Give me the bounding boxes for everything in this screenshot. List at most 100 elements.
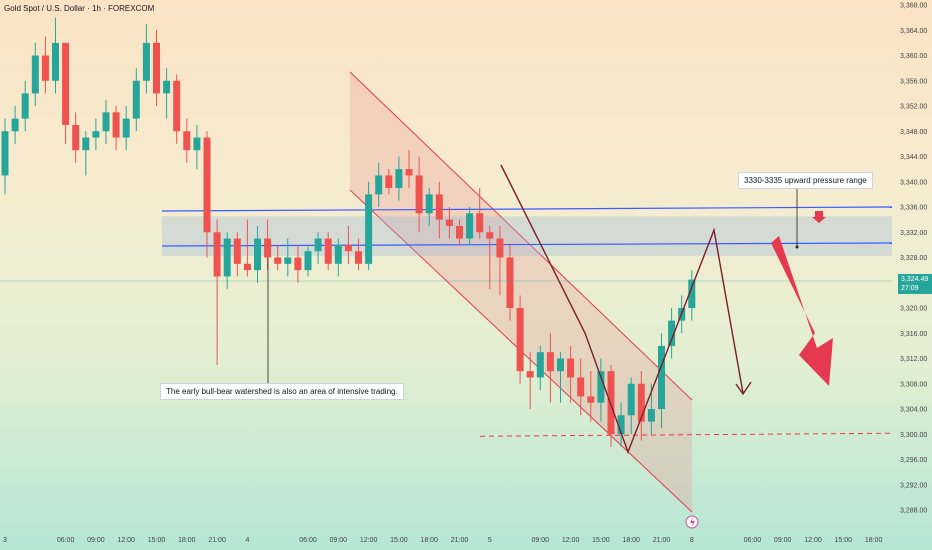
time-tick-label: 18:00 bbox=[420, 537, 438, 544]
candle-body bbox=[607, 371, 615, 435]
candle-body bbox=[233, 238, 241, 264]
price-tick-label: 3,288.00 bbox=[900, 508, 927, 515]
overlay-group bbox=[0, 164, 893, 529]
candle-body bbox=[122, 118, 130, 138]
price-tick-label: 3,300.00 bbox=[900, 432, 927, 439]
price-tick-label: 3,364.00 bbox=[900, 28, 927, 35]
candle-body bbox=[496, 238, 504, 258]
time-tick-label: 09:00 bbox=[87, 537, 105, 544]
pressure-band-bottom-line bbox=[161, 242, 893, 247]
price-tick-label: 3,304.00 bbox=[900, 407, 927, 414]
candle-body bbox=[557, 358, 564, 372]
time-tick-label: 18:00 bbox=[865, 537, 883, 544]
time-tick-label: 21:00 bbox=[653, 537, 671, 544]
time-tick-label: 12:00 bbox=[562, 537, 580, 544]
lightning-bolt bbox=[690, 517, 695, 528]
time-tick-label: 4 bbox=[245, 537, 249, 544]
time-tick-label: 06:00 bbox=[299, 537, 317, 544]
candle-body bbox=[425, 194, 433, 214]
candle-body bbox=[132, 80, 140, 119]
time-tick-label: 5 bbox=[488, 537, 492, 544]
projection-path bbox=[500, 164, 744, 454]
time-tick-label: 18:00 bbox=[622, 537, 640, 544]
channel-group bbox=[349, 71, 693, 513]
candle-body bbox=[163, 80, 171, 94]
time-tick-label: 06:00 bbox=[57, 537, 75, 544]
candle-body bbox=[658, 345, 665, 409]
candle-body bbox=[52, 42, 59, 81]
time-tick-label: 12:00 bbox=[117, 537, 135, 544]
candle-body bbox=[567, 358, 575, 378]
candle-body bbox=[142, 42, 150, 81]
support-dashed-line bbox=[479, 432, 893, 437]
pressure-band-top-line bbox=[161, 206, 893, 212]
price-tick-label: 3,292.00 bbox=[900, 482, 927, 489]
candle-body bbox=[435, 194, 443, 220]
pressure-band-fill bbox=[162, 216, 892, 256]
price-tick-label: 3,340.00 bbox=[900, 179, 927, 186]
candle-body bbox=[1, 131, 9, 176]
candle-body bbox=[82, 137, 90, 151]
candle-body bbox=[223, 238, 231, 277]
candle-body bbox=[243, 263, 251, 271]
time-tick-label: 3 bbox=[3, 537, 7, 544]
candle-body bbox=[284, 257, 292, 264]
descending-channel-fill bbox=[350, 72, 692, 512]
time-tick-label: 21:00 bbox=[451, 537, 469, 544]
annotation-right-dot bbox=[795, 245, 799, 249]
chart-title: Gold Spot / U.S. Dollar · 1h · FOREXCOM bbox=[4, 4, 155, 13]
candle-body bbox=[92, 131, 100, 138]
price-tick-label: 3,360.00 bbox=[900, 53, 927, 60]
candle-body bbox=[183, 131, 191, 151]
candle-body bbox=[405, 169, 413, 176]
candle-body bbox=[153, 42, 160, 94]
candle-body bbox=[72, 124, 80, 151]
price-tick-label: 3,368.00 bbox=[900, 3, 927, 10]
price-tick-label: 3,296.00 bbox=[900, 457, 927, 464]
time-tick-label: 12:00 bbox=[360, 537, 378, 544]
candle-body bbox=[314, 238, 322, 252]
candle-body bbox=[41, 55, 49, 81]
candle-body bbox=[254, 238, 261, 271]
time-tick-label: 15:00 bbox=[592, 537, 610, 544]
time-tick-label: 12:00 bbox=[804, 537, 822, 544]
current-price: 3,324.49 bbox=[901, 276, 929, 283]
axis-group: 3,288.00 3,292.00 3,296.00 3,300.00 3,304.00… bbox=[3, 3, 927, 545]
price-tick-label: 3,312.00 bbox=[900, 356, 927, 363]
candle-body bbox=[11, 118, 19, 132]
pressure-band-group bbox=[161, 206, 893, 256]
candle-body bbox=[546, 352, 554, 372]
candle-body bbox=[203, 137, 211, 233]
candle-body bbox=[193, 137, 201, 151]
candle-body bbox=[668, 320, 676, 346]
candle-body bbox=[526, 371, 534, 378]
candle-body bbox=[365, 194, 373, 264]
projection-arrowhead bbox=[735, 381, 752, 396]
candle-body bbox=[637, 383, 645, 422]
time-tick-label: 15:00 bbox=[835, 537, 853, 544]
price-tick-label: 3,328.00 bbox=[900, 255, 927, 262]
candle-body bbox=[21, 93, 29, 119]
candle-body bbox=[688, 279, 696, 308]
time-tick-label: 15:00 bbox=[148, 537, 166, 544]
time-tick-label: 8 bbox=[690, 537, 694, 544]
candle-body bbox=[506, 257, 514, 308]
candle-body bbox=[445, 219, 453, 226]
candle-body bbox=[597, 371, 605, 403]
candle-body bbox=[334, 244, 342, 264]
candle-body bbox=[31, 55, 39, 94]
candle-body bbox=[355, 251, 362, 264]
time-tick-label: 09:00 bbox=[774, 537, 792, 544]
countdown-timer: 27:09 bbox=[901, 285, 919, 292]
candle-body bbox=[466, 213, 474, 239]
price-tick-label: 3,356.00 bbox=[900, 78, 927, 85]
candle-body bbox=[617, 415, 625, 435]
price-tick-label: 3,336.00 bbox=[900, 205, 927, 212]
current-price-tag: 3,324.49 27:09 bbox=[898, 274, 932, 294]
price-tick-label: 3,308.00 bbox=[900, 381, 927, 388]
candle-body bbox=[516, 308, 524, 372]
small-down-arrow-icon bbox=[812, 211, 826, 223]
time-tick-label: 15:00 bbox=[390, 537, 408, 544]
